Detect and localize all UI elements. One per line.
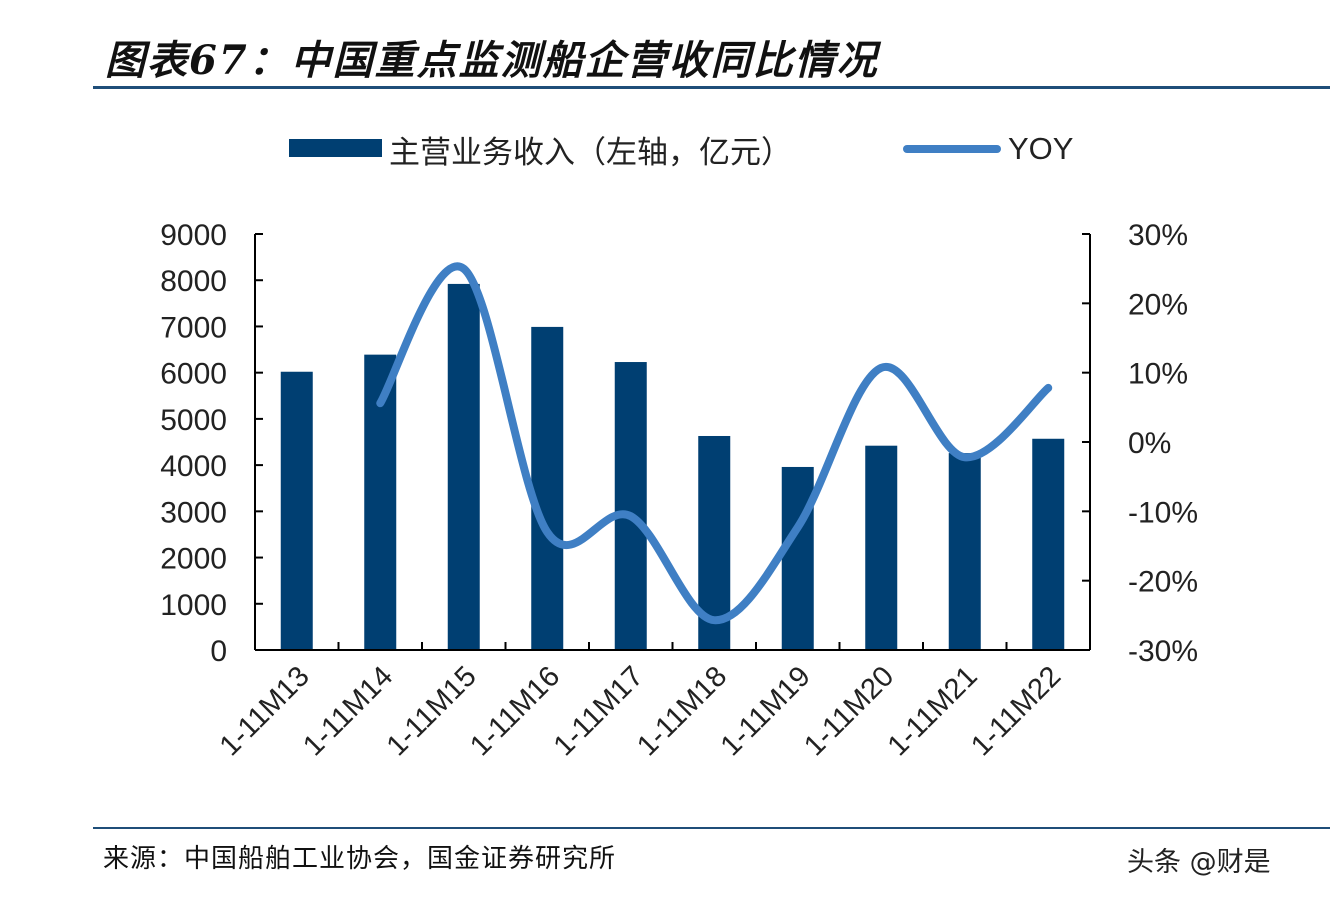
legend-line-label: YOY: [1008, 131, 1073, 166]
title-rule: [93, 86, 1330, 89]
watermark: 头条 @财是: [1127, 847, 1271, 878]
legend-bar-label: 主营业务收入（左轴，亿元）: [389, 135, 792, 171]
legend-bar-swatch: [289, 139, 382, 157]
right-tick-label: -10%: [1128, 496, 1198, 529]
bar-1-11M15: [447, 283, 480, 650]
footer-rule: [93, 827, 1330, 829]
x-tick-label: 1-11M22: [965, 660, 1067, 762]
x-tick-label: 1-11M20: [798, 660, 900, 762]
x-tick-label: 1-11M13: [214, 660, 316, 762]
left-tick-label: 2000: [160, 543, 227, 576]
right-tick-label: -20%: [1128, 566, 1198, 599]
x-tick-label: 1-11M15: [381, 660, 483, 762]
bar-1-11M17: [614, 362, 647, 650]
right-tick-label: 10%: [1128, 358, 1188, 391]
left-tick-label: 7000: [160, 311, 227, 344]
left-tick-label: 9000: [160, 219, 227, 252]
chart-svg: 0 1000 2000 3000 4000 5000 6000 7000 8000 9000 -30…: [160, 131, 1198, 762]
yoy-line: [376, 262, 1053, 625]
left-tick-label: 1000: [160, 589, 227, 622]
bar-1-11M22: [1032, 438, 1065, 650]
left-tick-label: 8000: [160, 265, 227, 298]
x-tick-label: 1-11M18: [631, 660, 733, 762]
right-tick-label: 30%: [1128, 219, 1188, 252]
left-tick-label: 0: [210, 635, 227, 668]
right-tick-label: 0%: [1128, 427, 1171, 460]
bar-1-11M19: [781, 466, 814, 650]
left-tick-label: 4000: [160, 450, 227, 483]
bar-1-11M13: [280, 371, 313, 650]
bar-1-11M21: [948, 453, 981, 650]
bar-1-11M20: [865, 445, 898, 650]
right-tick-label: 20%: [1128, 288, 1188, 321]
left-tick-label: 5000: [160, 404, 227, 437]
left-tick-label: 6000: [160, 358, 227, 391]
x-tick-label: 1-11M14: [297, 660, 399, 762]
x-tick-label: 1-11M17: [548, 660, 650, 762]
right-tick-label: -30%: [1128, 635, 1198, 668]
bar-1-11M16: [531, 326, 564, 650]
x-tick-label: 1-11M19: [715, 660, 817, 762]
source-note: 来源：中国船舶工业协会，国金证券研究所: [103, 844, 617, 874]
x-tick-label: 1-11M21: [882, 660, 984, 762]
left-tick-label: 3000: [160, 496, 227, 529]
x-tick-label: 1-11M16: [464, 660, 566, 762]
chart-title: 图表67：中国重点监测船企营收同比情况: [105, 37, 879, 84]
